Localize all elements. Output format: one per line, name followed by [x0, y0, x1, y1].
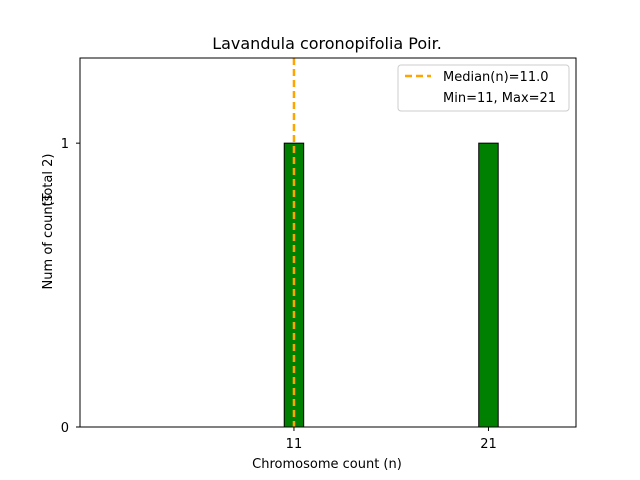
- y-axis-ticks: 01: [61, 137, 80, 436]
- x-tick-label-21: 21: [480, 437, 497, 452]
- x-tick-label-11: 11: [286, 437, 303, 452]
- y-tick-label-1: 1: [61, 137, 69, 152]
- y-axis-label: Num of counts: [41, 194, 56, 289]
- bars-group: [283, 142, 499, 428]
- x-axis-ticks: 11 21: [286, 427, 497, 452]
- chart-title: Lavandula coronopifolia Poir.: [212, 34, 442, 53]
- y-axis-total-label: (Total 2): [41, 154, 56, 207]
- legend: Median(n)=11.0 Min=11, Max=21: [397, 64, 570, 112]
- legend-entry-median: Median(n)=11.0: [443, 70, 549, 85]
- x-axis-label: Chromosome count (n): [252, 457, 402, 472]
- legend-entry-minmax: Min=11, Max=21: [443, 91, 556, 106]
- y-tick-label-0: 0: [61, 421, 69, 436]
- legend-box: [397, 64, 570, 112]
- bar-21: [478, 142, 499, 428]
- plot-frame: [79, 57, 577, 428]
